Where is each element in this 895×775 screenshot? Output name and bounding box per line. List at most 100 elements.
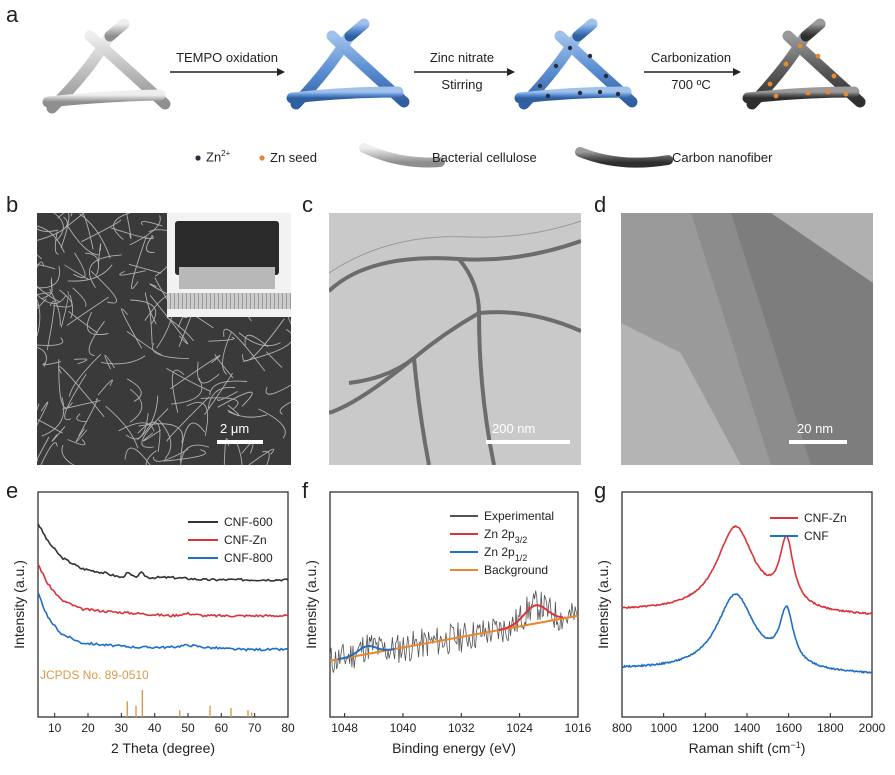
fiber-strand — [148, 307, 153, 345]
fiber-strand — [67, 264, 113, 282]
fiber-strand — [61, 444, 75, 465]
x-tick-label-f: 1024 — [506, 721, 533, 735]
fiber-strand — [68, 310, 99, 334]
fiber-strand — [69, 294, 74, 319]
fiber-strand — [223, 328, 266, 372]
fiber-strand — [67, 439, 86, 446]
fiber-strand — [262, 450, 270, 465]
tem-image-high-mag: 20 nm — [621, 213, 873, 465]
raman-chart: 800 1000 1200 1400 1600 1800 2000 Intensity (a.… — [590, 480, 895, 770]
y-axis-label-e: Intensity (a.u.) — [11, 560, 27, 649]
fiber-strand — [145, 450, 157, 465]
fiber-strand — [37, 265, 60, 289]
step2-bottom-label: Stirring — [441, 77, 483, 92]
fiber-strand — [248, 448, 275, 465]
fiber-strand — [129, 215, 161, 246]
fiber-strand — [64, 264, 89, 280]
x-tick-label-e: 30 — [115, 721, 129, 735]
legend-bacterial-cellulose: Bacterial cellulose — [432, 150, 537, 165]
fiber-strand — [163, 449, 206, 462]
tem-image-low-mag: 200 nm — [329, 213, 581, 465]
fiber-strand — [88, 320, 105, 356]
fiber-strand — [72, 287, 87, 307]
fiber-strand — [81, 219, 122, 243]
fiber-strand — [76, 413, 87, 423]
y-axis-label-f: Intensity (a.u.) — [303, 560, 319, 649]
series-line-experimental — [329, 590, 578, 673]
legend-zn-ion: Zn2+ — [206, 149, 231, 165]
fiber-strand — [37, 285, 60, 303]
legend-label-3: Background — [484, 563, 548, 577]
fiber-strand — [126, 213, 132, 240]
x-tick-label-f: 1040 — [390, 721, 417, 735]
fiber-strand — [37, 228, 59, 232]
fiber-strand — [145, 235, 155, 253]
fiber-strand — [166, 316, 194, 342]
fiber-strand — [37, 294, 66, 304]
fiber-strand — [66, 296, 109, 326]
panel-letter-b: b — [6, 192, 19, 217]
fiber-strand — [241, 442, 254, 454]
fiber-strand — [179, 422, 206, 462]
zn-seed-dot — [259, 155, 265, 161]
panel-letter-c: c — [302, 192, 313, 217]
fiber-strand — [170, 355, 221, 390]
fiber-strand — [152, 342, 190, 360]
fiber-strand — [78, 398, 98, 437]
fiber-strand — [37, 261, 45, 269]
fiber-strand — [63, 213, 85, 230]
fiber-strand — [265, 384, 291, 395]
step1-label: TEMPO oxidation — [176, 50, 278, 65]
step3-top-label: Carbonization — [650, 50, 732, 65]
carbon-film-photo — [175, 221, 279, 275]
fiber-strand — [217, 391, 238, 401]
fiber-strand — [130, 299, 157, 324]
fiber-strand — [37, 292, 52, 300]
fiber-strand — [46, 300, 55, 351]
panel-letter-f: f — [302, 478, 309, 503]
fiber-strand — [214, 353, 234, 379]
arrow-step2 — [414, 68, 515, 76]
fiber-strand — [126, 330, 162, 355]
fiber-strand — [70, 213, 94, 250]
x-tick-label-e: 80 — [281, 721, 295, 735]
fiber-strand — [228, 411, 268, 418]
legend-label-2: Zn 2p1/2 — [484, 545, 527, 563]
plot-frame-f — [329, 491, 579, 718]
fiber-strand — [279, 401, 291, 415]
series-line-CNF — [621, 593, 872, 674]
panel-letter-d: d — [594, 192, 607, 217]
scale-label-d: 20 nm — [797, 421, 834, 436]
fiber-strand — [37, 298, 47, 310]
fiber-strand — [242, 318, 285, 362]
fiber-strand — [51, 426, 66, 442]
fiber-strand — [37, 225, 65, 253]
plot-frame-e — [37, 491, 289, 718]
xrd-chart: 10 20 30 40 50 60 70 80 Intensity (a.u.) 2 Theta … — [0, 480, 300, 770]
legend-carbon-nanofiber: Carbon nanofiber — [672, 150, 773, 165]
fiber-strand — [62, 400, 101, 410]
x-tick-label-f: 1032 — [448, 721, 475, 735]
scale-bar-b — [217, 440, 263, 444]
fiber-strand — [144, 292, 157, 325]
fiber-strand — [85, 252, 100, 276]
fiber-strand — [87, 311, 109, 335]
fiber-strand — [53, 213, 64, 241]
fiber-strand — [105, 405, 139, 449]
fiber-strand — [119, 270, 146, 276]
y-axis-label-g: Intensity (a.u.) — [595, 560, 611, 649]
fiber-strand — [37, 401, 49, 426]
fiber-strand — [50, 277, 53, 293]
series-line-CNF-Zn — [621, 525, 873, 615]
fiber-strand — [37, 419, 63, 434]
fiber-strand — [68, 353, 102, 397]
legend-label-CNF: CNF — [804, 529, 829, 543]
x-tick-label-g: 1800 — [817, 721, 844, 735]
fiber-strand — [186, 401, 209, 436]
x-tick-label-e: 60 — [215, 721, 229, 735]
x-axis-label-g: Raman shift (cm−1) — [689, 740, 806, 756]
fiber-strand — [208, 336, 235, 342]
fiber-strand — [258, 408, 286, 439]
fiber-strand — [89, 254, 122, 288]
series-line-CNF-Zn — [37, 563, 289, 618]
